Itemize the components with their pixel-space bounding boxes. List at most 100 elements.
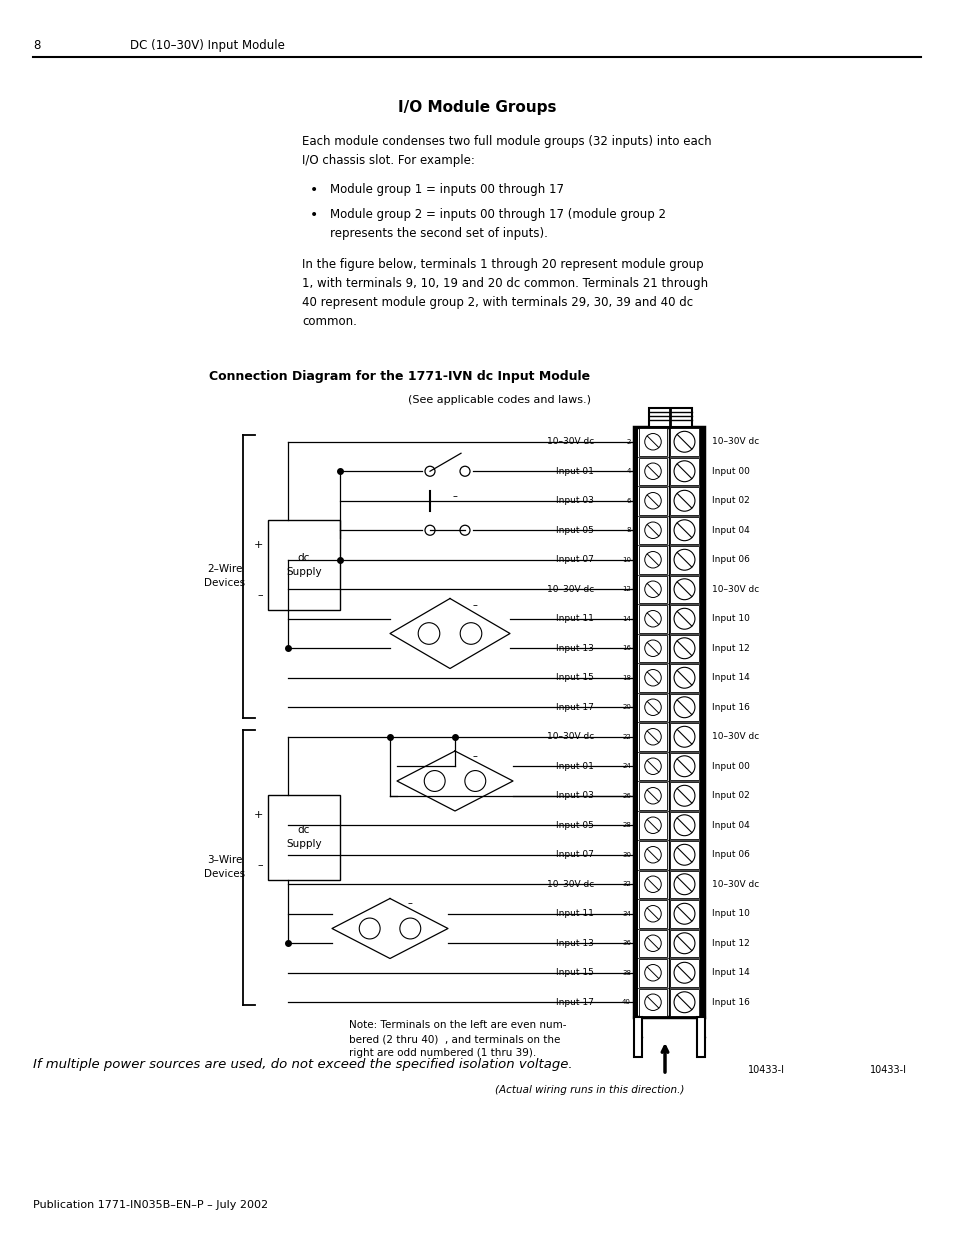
- Text: 10–30V dc: 10–30V dc: [546, 437, 594, 446]
- Text: Input 06: Input 06: [711, 556, 749, 564]
- Bar: [639, 811, 666, 839]
- Bar: [648, 408, 691, 427]
- Bar: [669, 694, 699, 721]
- Text: dc
Supply: dc Supply: [286, 553, 321, 577]
- Text: DC (10–30V) Input Module: DC (10–30V) Input Module: [130, 40, 285, 52]
- Bar: [669, 988, 699, 1016]
- Text: –: –: [472, 600, 476, 610]
- Text: (See applicable codes and laws.): (See applicable codes and laws.): [408, 395, 591, 405]
- Text: –: –: [257, 590, 263, 600]
- Bar: [669, 635, 699, 662]
- Bar: [639, 841, 666, 868]
- Text: Module group 2 = inputs 00 through 17 (module group 2
represents the second set : Module group 2 = inputs 00 through 17 (m…: [330, 207, 665, 240]
- Bar: [669, 429, 699, 456]
- Text: 14: 14: [621, 616, 630, 621]
- Text: –: –: [407, 899, 412, 909]
- Text: 40: 40: [621, 999, 630, 1005]
- Text: Input 11: Input 11: [556, 614, 594, 624]
- Bar: [639, 900, 666, 927]
- Bar: [639, 429, 666, 456]
- Text: Input 02: Input 02: [711, 496, 749, 505]
- Bar: [639, 516, 666, 543]
- Text: (Actual wiring runs in this direction.): (Actual wiring runs in this direction.): [495, 1086, 684, 1095]
- Text: 28: 28: [621, 823, 630, 829]
- Bar: [669, 516, 699, 543]
- Bar: [639, 871, 666, 898]
- Bar: [634, 427, 638, 1016]
- Text: 10–30V dc: 10–30V dc: [711, 437, 759, 446]
- Bar: [669, 487, 699, 515]
- Bar: [639, 546, 666, 573]
- Bar: [268, 520, 339, 610]
- Bar: [669, 722, 699, 751]
- Text: Note: Terminals on the left are even num-
bered (2 thru 40)  , and terminals on : Note: Terminals on the left are even num…: [349, 1020, 566, 1058]
- Bar: [639, 930, 666, 957]
- Text: Input 04: Input 04: [711, 526, 749, 535]
- Bar: [669, 605, 699, 632]
- Text: 3–Wire
Devices: 3–Wire Devices: [204, 856, 245, 878]
- Bar: [639, 960, 666, 987]
- Text: Input 17: Input 17: [556, 703, 594, 711]
- Text: 12: 12: [621, 587, 630, 593]
- Text: 32: 32: [621, 882, 630, 887]
- Bar: [669, 664, 699, 692]
- Text: Each module condenses two full module groups (32 inputs) into each
I/O chassis s: Each module condenses two full module gr…: [302, 135, 711, 167]
- Text: 34: 34: [621, 910, 630, 916]
- Text: Input 00: Input 00: [711, 467, 749, 475]
- Text: 38: 38: [621, 969, 630, 976]
- Text: 10–30V dc: 10–30V dc: [711, 879, 759, 889]
- Text: 6: 6: [626, 498, 630, 504]
- Bar: [669, 900, 699, 927]
- Bar: [669, 960, 699, 987]
- Text: 16: 16: [621, 645, 630, 651]
- Text: •: •: [310, 183, 318, 198]
- Text: Connection Diagram for the 1771-IVN dc Input Module: Connection Diagram for the 1771-IVN dc I…: [210, 370, 590, 383]
- Text: Input 10: Input 10: [711, 909, 749, 919]
- Bar: [700, 427, 704, 1016]
- Text: Input 02: Input 02: [711, 792, 749, 800]
- Text: Input 13: Input 13: [556, 939, 594, 947]
- Bar: [639, 605, 666, 632]
- Bar: [268, 795, 339, 881]
- Text: 10–30V dc: 10–30V dc: [546, 879, 594, 889]
- Text: 10433-I: 10433-I: [747, 1065, 784, 1074]
- Text: I/O Module Groups: I/O Module Groups: [397, 100, 556, 115]
- Text: Input 04: Input 04: [711, 821, 749, 830]
- Bar: [669, 930, 699, 957]
- Text: –: –: [257, 860, 263, 869]
- Text: 24: 24: [621, 763, 630, 769]
- Text: 8: 8: [626, 527, 630, 534]
- Text: dc
Supply: dc Supply: [286, 825, 321, 848]
- Text: Input 07: Input 07: [556, 850, 594, 860]
- Text: Input 13: Input 13: [556, 643, 594, 653]
- Text: 2: 2: [626, 438, 630, 445]
- Text: 36: 36: [621, 940, 630, 946]
- Text: 22: 22: [621, 734, 630, 740]
- Text: Publication 1771-IN035B–EN–P – July 2002: Publication 1771-IN035B–EN–P – July 2002: [33, 1200, 268, 1210]
- Text: Input 16: Input 16: [711, 703, 749, 711]
- Text: Input 07: Input 07: [556, 556, 594, 564]
- Text: Input 14: Input 14: [711, 968, 749, 977]
- Text: Input 11: Input 11: [556, 909, 594, 919]
- Text: Input 12: Input 12: [711, 643, 749, 653]
- Bar: [669, 576, 699, 603]
- Bar: [697, 1016, 704, 1057]
- Text: –: –: [472, 751, 476, 761]
- Bar: [639, 635, 666, 662]
- Text: Input 05: Input 05: [556, 526, 594, 535]
- Text: Input 16: Input 16: [711, 998, 749, 1007]
- Text: If multiple power sources are used, do not exceed the specified isolation voltag: If multiple power sources are used, do n…: [33, 1058, 572, 1071]
- Text: Input 10: Input 10: [711, 614, 749, 624]
- Text: 8: 8: [33, 40, 40, 52]
- Text: Input 17: Input 17: [556, 998, 594, 1007]
- Text: Input 15: Input 15: [556, 673, 594, 682]
- Text: 10–30V dc: 10–30V dc: [546, 584, 594, 594]
- Text: 18: 18: [621, 674, 630, 680]
- Text: Input 06: Input 06: [711, 850, 749, 860]
- Bar: [669, 811, 699, 839]
- Bar: [639, 752, 666, 781]
- Text: 10433-I: 10433-I: [869, 1065, 906, 1074]
- Text: Input 12: Input 12: [711, 939, 749, 947]
- Text: +: +: [253, 540, 263, 550]
- Text: 2–Wire
Devices: 2–Wire Devices: [204, 564, 245, 588]
